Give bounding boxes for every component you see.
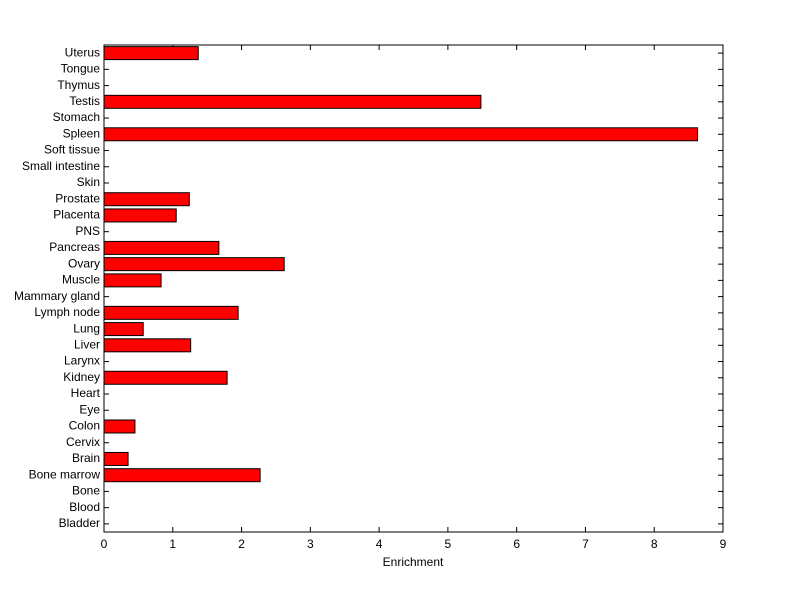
y-tick-label: Muscle bbox=[62, 273, 100, 287]
y-tick-label: Placenta bbox=[53, 208, 100, 222]
bar bbox=[103, 208, 177, 223]
y-tick-label: Bone marrow bbox=[29, 467, 101, 481]
y-tick-label: Stomach bbox=[53, 110, 100, 124]
bar bbox=[103, 322, 144, 337]
bar bbox=[103, 305, 239, 320]
x-tick-label: 1 bbox=[169, 537, 176, 551]
x-tick-label: 8 bbox=[651, 537, 658, 551]
bar bbox=[103, 273, 162, 288]
bar bbox=[103, 468, 261, 483]
bar bbox=[103, 127, 699, 142]
y-tick-label: Pancreas bbox=[49, 240, 100, 254]
y-tick-label: Thymus bbox=[57, 78, 100, 92]
plot-frame bbox=[103, 44, 724, 533]
x-tick-label: 7 bbox=[582, 537, 589, 551]
x-tick-label: 9 bbox=[720, 537, 727, 551]
bar bbox=[103, 257, 285, 272]
y-tick-label: Testis bbox=[69, 94, 100, 108]
x-tick-label: 0 bbox=[101, 537, 108, 551]
y-tick-label: Prostate bbox=[55, 191, 100, 205]
x-tick-label: 4 bbox=[376, 537, 383, 551]
y-tick-label: Cervix bbox=[66, 435, 100, 449]
x-tick-label: 5 bbox=[445, 537, 452, 551]
y-tick-label: Small intestine bbox=[22, 159, 100, 173]
y-tick-label: Brain bbox=[72, 451, 100, 465]
y-tick-label: Mammary gland bbox=[14, 289, 100, 303]
y-tick-label: Bladder bbox=[59, 516, 100, 530]
y-tick-label: Colon bbox=[69, 419, 100, 433]
x-axis-label: Enrichment bbox=[383, 555, 444, 569]
bar bbox=[103, 94, 482, 109]
y-tick-label: PNS bbox=[75, 224, 100, 238]
y-tick-label: Kidney bbox=[63, 370, 100, 384]
y-tick-label: Ovary bbox=[68, 256, 100, 270]
y-tick-label: Eye bbox=[79, 402, 100, 416]
bar bbox=[103, 419, 136, 434]
x-tick-label: 3 bbox=[307, 537, 314, 551]
bar bbox=[103, 451, 129, 466]
y-tick-label: Bone bbox=[72, 484, 100, 498]
bar bbox=[103, 240, 220, 255]
y-tick-label: Spleen bbox=[63, 126, 100, 140]
y-tick-label: Soft tissue bbox=[44, 143, 100, 157]
y-tick-label: Larynx bbox=[64, 354, 100, 368]
y-tick-label: Tongue bbox=[61, 62, 101, 76]
x-tick-label: 6 bbox=[513, 537, 520, 551]
bar bbox=[103, 338, 192, 353]
y-tick-label: Lymph node bbox=[34, 305, 100, 319]
y-tick-label: Blood bbox=[69, 500, 100, 514]
x-tick-label: 2 bbox=[238, 537, 245, 551]
bar bbox=[103, 192, 190, 207]
y-tick-label: Heart bbox=[71, 386, 101, 400]
y-tick-label: Skin bbox=[77, 175, 100, 189]
bar bbox=[103, 370, 228, 385]
y-tick-label: Lung bbox=[73, 321, 100, 335]
bar bbox=[103, 46, 199, 61]
y-tick-label: Liver bbox=[74, 337, 100, 351]
y-tick-label: Uterus bbox=[65, 45, 100, 59]
